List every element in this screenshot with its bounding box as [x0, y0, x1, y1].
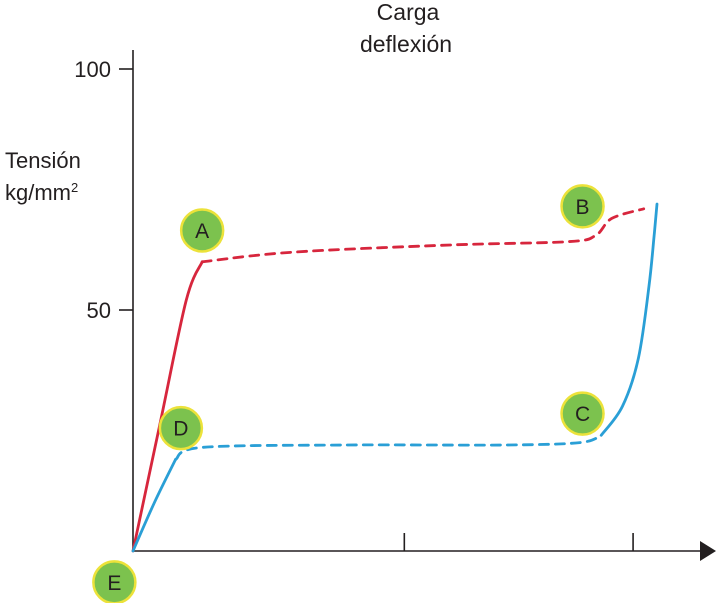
- point-label-a: A: [195, 220, 209, 243]
- series-0-solid-segment: [131, 260, 204, 553]
- point-marker-d: [158, 405, 204, 451]
- curves: [131, 202, 659, 553]
- y-axis-unit: kg/mm2: [5, 180, 78, 205]
- point-labels: A B C D E: [92, 184, 605, 603]
- y-axis-label: Tensión: [5, 148, 81, 173]
- series-0-dashed-segment: [200, 207, 646, 264]
- y-tick-label: 50: [87, 298, 111, 323]
- y-axis-unit-base: kg/mm: [5, 180, 71, 205]
- chart-title-line-2: deflexión: [360, 31, 452, 57]
- series-1-solid-segment: [131, 458, 177, 553]
- series-1-solid-segment: [599, 202, 659, 437]
- point-marker-b: [560, 184, 605, 229]
- point-marker-a: [179, 208, 225, 253]
- y-tick-label: 100: [74, 57, 111, 82]
- series-1-dashed-segment: [174, 433, 603, 461]
- axes: 50 100: [74, 50, 716, 561]
- point-marker-e: [92, 560, 137, 603]
- x-axis-arrow: [700, 541, 716, 561]
- point-label-b: B: [576, 196, 590, 219]
- point-label-d: D: [173, 418, 188, 441]
- chart-title-line-1: Carga: [377, 0, 440, 25]
- point-marker-c: [560, 391, 605, 436]
- y-axis-unit-sup: 2: [71, 180, 78, 195]
- point-label-e: E: [107, 572, 121, 595]
- point-label-c: C: [575, 403, 590, 426]
